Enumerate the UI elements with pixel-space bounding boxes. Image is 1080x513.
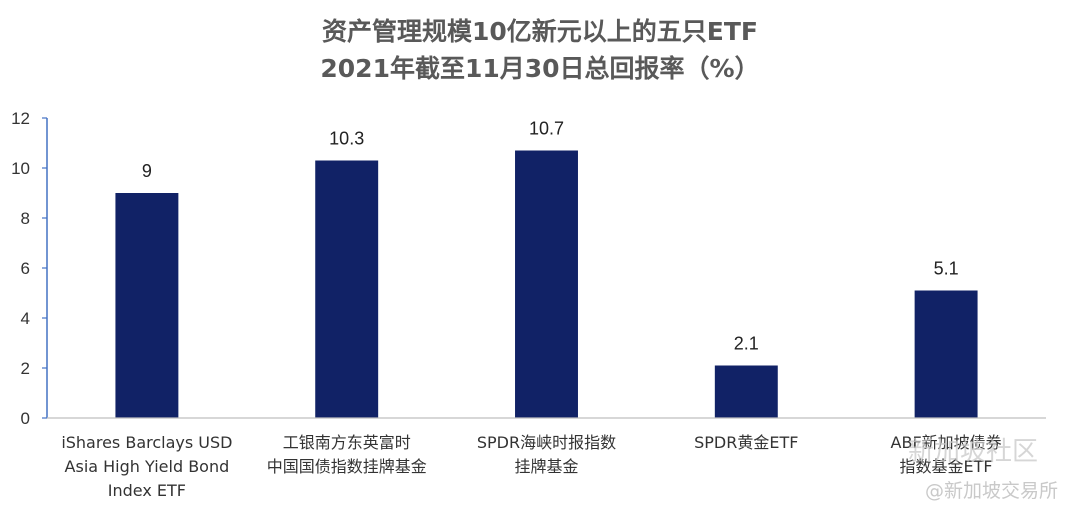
watermark-community: 新加坡社区 [908, 437, 1038, 467]
category-label: SPDR黄金ETF [694, 433, 798, 452]
bar [515, 150, 578, 418]
bars: 9 10.3 10.7 2.1 5.1 [115, 119, 978, 418]
y-axis: 0 2 4 6 8 10 12 [11, 109, 48, 428]
bar [914, 290, 978, 418]
bar [315, 160, 379, 418]
y-tick-label: 6 [21, 259, 30, 278]
category-label: Asia High Yield Bond [65, 457, 230, 476]
y-tick-label: 10 [11, 159, 30, 178]
category-label: Index ETF [108, 481, 186, 500]
title-line-1: 资产管理规模10亿新元以上的五只ETF [322, 17, 758, 46]
y-tick-label: 2 [21, 359, 30, 378]
title-line-2: 2021年截至11月30日总回报率（%） [320, 54, 759, 83]
category-label: 中国国债指数挂牌基金 [267, 457, 427, 476]
category-label: SPDR海峡时报指数 [477, 433, 616, 452]
y-tick-label: 8 [21, 209, 30, 228]
category-label: 工银南方东英富时 [283, 433, 411, 452]
y-tick-label: 0 [21, 409, 30, 428]
watermark: 新加坡社区 @新加坡交易所 [908, 437, 1058, 502]
data-label: 10.3 [329, 129, 364, 149]
data-label: 10.7 [529, 119, 564, 139]
data-label: 9 [142, 161, 152, 181]
y-tick-label: 4 [21, 309, 30, 328]
bar [115, 193, 179, 418]
chart-title: 资产管理规模10亿新元以上的五只ETF 2021年截至11月30日总回报率（%） [320, 17, 759, 83]
bar [714, 365, 778, 418]
watermark-sgx: @新加坡交易所 [925, 480, 1058, 502]
category-label: iShares Barclays USD [61, 433, 232, 452]
category-label: 指数基金ETF [900, 457, 993, 476]
category-label: 挂牌基金 [514, 457, 578, 476]
x-axis: iShares Barclays USD Asia High Yield Bond… [47, 417, 1046, 500]
category-label: ABF新加坡债券 [891, 433, 1002, 452]
data-label: 2.1 [734, 334, 759, 354]
data-label: 5.1 [934, 259, 959, 279]
y-tick-label: 12 [11, 109, 30, 128]
